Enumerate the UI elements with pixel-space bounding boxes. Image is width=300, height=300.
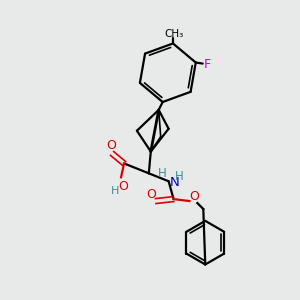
Text: O: O [146,188,156,201]
Text: N: N [169,176,179,189]
Text: F: F [204,58,211,71]
Text: O: O [106,139,116,152]
Text: O: O [118,180,128,193]
Text: H: H [111,186,119,196]
Text: H: H [175,170,184,183]
Text: CH₃: CH₃ [164,28,184,38]
Text: O: O [189,190,199,202]
Text: H: H [158,167,167,180]
